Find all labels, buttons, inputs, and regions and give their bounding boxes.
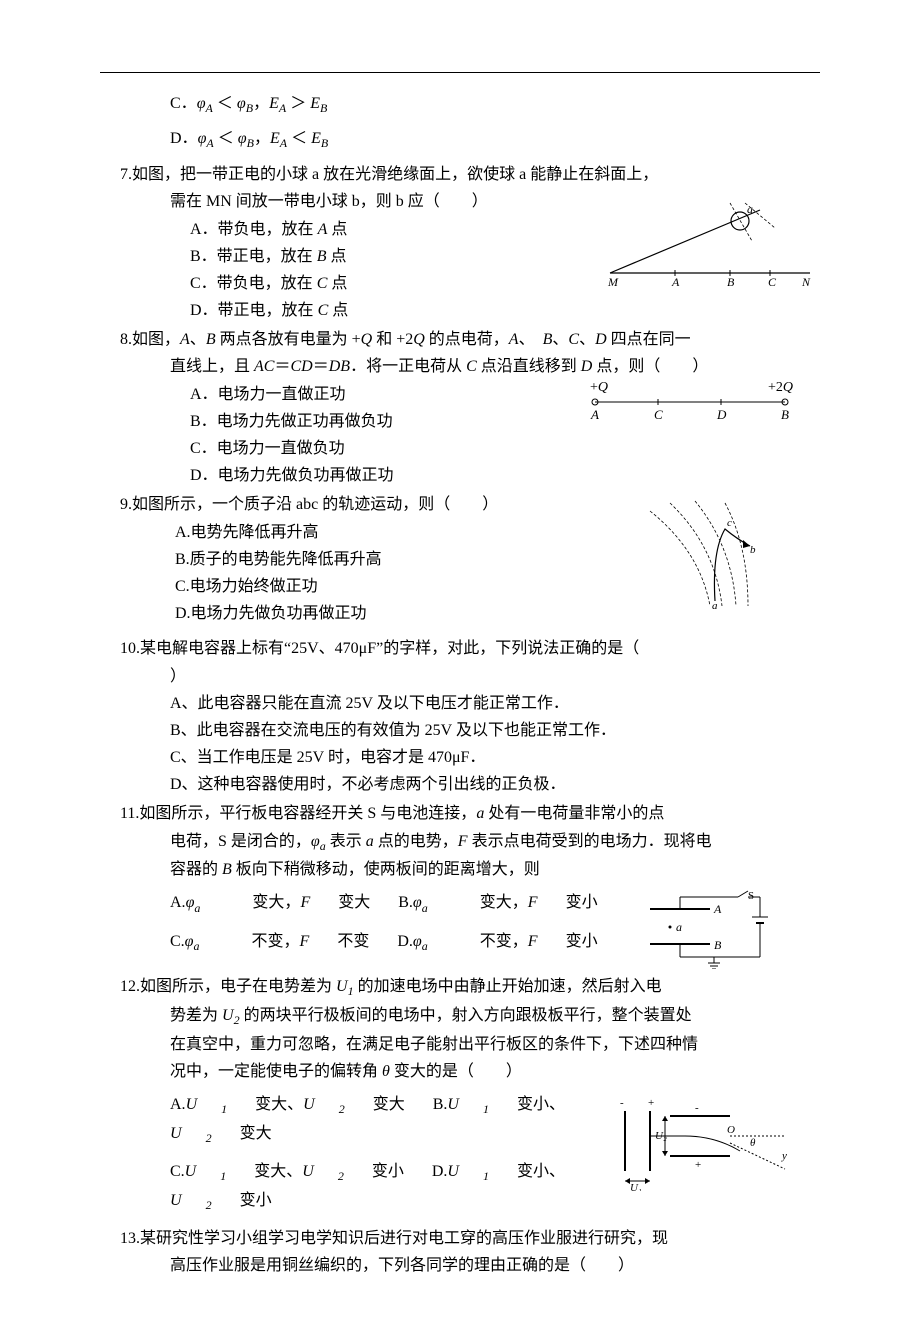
q9-figure: a b c [640, 491, 780, 611]
q7-figure: a M A B C N [600, 188, 820, 288]
q11-stem: 11.如图所示，平行板电容器经开关 S 与电池连接，a 处有一电荷量非常小的点 [170, 800, 820, 827]
q10-stem: 10.某电解电容器上标有“25V、470μF”的字样，对此，下列说法正确的是（ [170, 635, 820, 662]
q12-opt-a: A.U1 变大、U2 变大 [170, 1096, 405, 1113]
q11-opt-d: D.φa 不变，F 变小 [397, 933, 597, 950]
svg-text:U₁: U₁ [630, 1182, 642, 1191]
q6-option-c: C．φA ＜ φB，EA ＞ EB [170, 90, 820, 119]
q13-stem-2: 高压作业服是用铜丝编织的，下列各同学的理由正确的是（ ） [170, 1252, 820, 1279]
q13: 13.某研究性学习小组学习电学知识后进行对电工穿的高压作业服进行研究，现 高压作… [120, 1225, 820, 1279]
q12-row1: A.U1 变大、U2 变大 B.U1 变小、U2 变大 [170, 1091, 610, 1148]
svg-text:B: B [781, 407, 789, 422]
svg-text:C: C [768, 275, 777, 288]
svg-text:B: B [714, 938, 722, 952]
q9-opt-b: B.质子的电势能先降低再升高 [175, 546, 640, 573]
svg-text:+: + [695, 1159, 701, 1171]
q8: 8.如图，A、B 两点各放有电量为 +Q 和 +2Q 的点电荷，A、 B、C、D… [120, 326, 820, 489]
q10-opt-a: A、此电容器只能在直流 25V 及以下电压才能正常工作． [170, 690, 820, 717]
svg-text:-: - [695, 1102, 699, 1114]
q7-opt-b: B．带正电，放在 B 点 [190, 243, 600, 270]
svg-text:+Q: +Q [590, 380, 608, 395]
svg-text:+: + [648, 1097, 654, 1109]
svg-text:a: a [676, 920, 682, 934]
svg-text:A: A [713, 902, 722, 916]
svg-text:a: a [712, 600, 718, 611]
svg-text:C: C [654, 407, 663, 422]
q12-stem: 12.如图所示，电子在电势差为 U1 的加速电场中由静止开始加速，然后射入电 [170, 973, 820, 1002]
q7-stem-2: 需在 MN 间放一带电小球 b，则 b 应（ ） [170, 188, 600, 215]
q7-opt-a: A．带负电，放在 A 点 [190, 216, 600, 243]
q13-stem: 13.某研究性学习小组学习电学知识后进行对电工穿的高压作业服进行研究，现 [170, 1225, 820, 1252]
q12-stem-4: 况中，一定能使电子的偏转角 θ 变大的是（ ） [170, 1058, 820, 1085]
svg-text:N: N [801, 275, 811, 288]
q12-figure: U₁ - + - + U₂ θ O y [610, 1091, 790, 1191]
q10-opt-c: C、当工作电压是 25V 时，电容才是 470μF． [170, 744, 820, 771]
q11-row1: A.φa 变大，F 变大 B.φa 变大，F 变小 [170, 889, 630, 918]
q8-opt-a: A．电场力一直做正功 [190, 381, 580, 408]
q11-figure: A B a S [630, 889, 780, 969]
q8-figure: +Q +2Q A C D B [580, 377, 800, 427]
q12-stem-3: 在真空中，重力可忽略，在满足电子能射出平行板区的条件下，下述四种情 [170, 1031, 820, 1058]
q10: 10.某电解电容器上标有“25V、470μF”的字样，对此，下列说法正确的是（ … [120, 635, 820, 798]
svg-text:θ: θ [750, 1137, 756, 1149]
svg-text:b: b [750, 544, 756, 556]
svg-text:+2Q: +2Q [768, 380, 793, 395]
q12-stem-2: 势差为 U2 的两块平行极板间的电场中，射入方向跟极板平行，整个装置处 [170, 1002, 820, 1031]
q7-opt-c: C．带负电，放在 C 点 [190, 270, 600, 297]
q11-opt-c: C.φa 不变，F 不变 [170, 933, 369, 950]
q11: 11.如图所示，平行板电容器经开关 S 与电池连接，a 处有一电荷量非常小的点 … [120, 800, 820, 969]
q6-option-d: D．φA ＜ φB，EA ＜ EB [170, 125, 820, 154]
q12: 12.如图所示，电子在电势差为 U1 的加速电场中由静止开始加速，然后射入电 势… [120, 973, 820, 1215]
q9-opt-d: D.电场力先做负功再做正功 [175, 600, 640, 627]
svg-text:M: M [607, 275, 619, 288]
svg-text:D: D [716, 407, 727, 422]
q9: 9.如图所示，一个质子沿 abc 的轨迹运动，则（ ） A.电势先降低再升高 B… [120, 491, 820, 627]
svg-text:B: B [727, 275, 735, 288]
q9-opt-a: A.电势先降低再升高 [175, 519, 640, 546]
q11-row2: C.φa 不变，F 不变 D.φa 不变，F 变小 [170, 928, 630, 957]
q12-row2: C.U1 变大、U2 变小 D.U1 变小、U2 变小 [170, 1158, 610, 1215]
q6-options: C．φA ＜ φB，EA ＞ EB D．φA ＜ φB，EA ＜ EB [120, 90, 820, 153]
svg-text:c: c [727, 517, 732, 529]
svg-text:A: A [671, 275, 680, 288]
q9-stem: 9.如图所示，一个质子沿 abc 的轨迹运动，则（ ） [170, 491, 640, 518]
q11-stem-3: 容器的 B 板向下稍微移动，使两板间的距离增大，则 [170, 856, 820, 883]
svg-text:A: A [590, 407, 599, 422]
q12-opt-c: C.U1 变大、U2 变小 [170, 1163, 404, 1180]
svg-text:S: S [748, 890, 754, 902]
q8-opt-d: D．电场力先做负功再做正功 [190, 462, 580, 489]
q10-stem-2: ） [170, 663, 820, 690]
svg-text:a: a [747, 202, 753, 216]
q8-opt-b: B．电场力先做正功再做负功 [190, 408, 580, 435]
exam-page: C．φA ＜ φB，EA ＞ EB D．φA ＜ φB，EA ＜ EB 7.如图… [0, 0, 920, 1340]
q7-stem: 7.如图，把一带正电的小球 a 放在光滑绝缘面上，欲使球 a 能静止在斜面上， [170, 161, 820, 188]
svg-text:O: O [727, 1124, 735, 1136]
q9-opt-c: C.电场力始终做正功 [175, 573, 640, 600]
q11-stem-2: 电荷，S 是闭合的，φa 表示 a 点的电势，F 表示点电荷受到的电场力．现将电 [170, 828, 820, 857]
q7-opt-d: D．带正电，放在 C 点 [190, 297, 600, 324]
q11-opt-b: B.φa 变大，F 变小 [398, 894, 597, 911]
q8-opt-c: C．电场力一直做负功 [190, 435, 580, 462]
q8-stem: 8.如图，A、B 两点各放有电量为 +Q 和 +2Q 的点电荷，A、 B、C、D… [170, 326, 820, 353]
svg-text:-: - [620, 1097, 624, 1109]
svg-text:y: y [781, 1150, 787, 1162]
q11-opt-a: A.φa 变大，F 变大 [170, 894, 370, 911]
q7: 7.如图，把一带正电的小球 a 放在光滑绝缘面上，欲使球 a 能静止在斜面上， … [120, 161, 820, 324]
q10-opt-b: B、此电容器在交流电压的有效值为 25V 及以下也能正常工作． [170, 717, 820, 744]
q10-opt-d: D、这种电容器使用时，不必考虑两个引出线的正负极． [170, 771, 820, 798]
